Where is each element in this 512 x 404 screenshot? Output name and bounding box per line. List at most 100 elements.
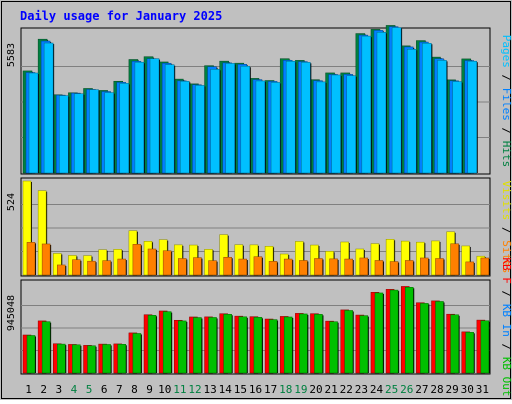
bar-visits-sites-8	[132, 244, 142, 276]
bar-visits-sites-24	[374, 260, 384, 276]
bar-visits-sites-13	[208, 260, 218, 276]
bar-kbytes-kb-out-20	[314, 314, 324, 374]
bar-hits-pages-6	[104, 92, 115, 174]
bar-kbytes-kb-out-6	[102, 344, 112, 374]
day-label-24: 24	[370, 383, 384, 396]
axis-legend-visits: Visits / Sites	[500, 181, 512, 274]
bar-hits-pages-10	[164, 64, 176, 174]
day-label-9: 9	[146, 383, 153, 396]
bar-hits-pages-15	[240, 65, 251, 174]
bar-hits-pages-28	[437, 60, 448, 174]
bar-visits-sites-3	[57, 264, 67, 276]
bar-hits-pages-18	[285, 61, 297, 174]
bar-kbytes-kb-out-21	[329, 321, 339, 374]
bar-hits-pages-11	[180, 81, 191, 174]
bar-visits-sites-17	[268, 261, 279, 276]
day-label-23: 23	[355, 383, 368, 396]
bar-hits-pages-24	[376, 32, 387, 174]
bar-kbytes-kb-out-10	[162, 311, 173, 374]
bar-hits-pages-17	[270, 82, 282, 174]
panel-visits: 524 Visits / Sites	[6, 177, 512, 277]
day-label-27: 27	[415, 383, 428, 396]
bar-visits-sites-20	[314, 258, 324, 276]
panel-hits: 5583 Pages / Files / Hits	[6, 25, 512, 175]
bar-hits-pages-12	[195, 85, 206, 174]
day-label-5: 5	[86, 383, 93, 396]
bar-kbytes-kb-out-5	[87, 345, 97, 374]
bar-hits-pages-22	[346, 75, 357, 174]
bar-visits-sites-31	[480, 257, 490, 276]
bar-hits-pages-26	[406, 49, 418, 174]
legend-part-hits-3: /	[500, 121, 512, 141]
bar-kbytes-kb-out-16	[253, 317, 263, 374]
legend-part-hits-0: Pages	[500, 35, 512, 68]
day-label-19: 19	[294, 383, 307, 396]
bar-visits-sites-25	[389, 261, 400, 276]
bar-kbytes-kb-out-30	[465, 332, 475, 374]
bar-hits-pages-2	[43, 42, 55, 174]
bar-visits-sites-23	[359, 257, 369, 276]
bar-kbytes-kb-out-25	[389, 289, 400, 374]
day-label-2: 2	[40, 383, 47, 396]
day-label-1: 1	[25, 383, 32, 396]
legend-part-kbytes-4: KB Out	[500, 357, 512, 397]
day-label-17: 17	[264, 383, 277, 396]
bar-visits-sites-14	[223, 256, 233, 276]
day-label-3: 3	[56, 383, 63, 396]
bar-visits-sites-16	[253, 256, 263, 276]
day-label-7: 7	[116, 383, 123, 396]
legend-part-visits-0: Visits	[500, 181, 512, 221]
bar-kbytes-kb-out-28	[435, 301, 445, 374]
bar-kbytes-kb-out-3	[57, 343, 67, 374]
max-label-hits: 5583	[6, 43, 17, 67]
bar-kbytes-kb-out-19	[299, 313, 309, 374]
bar-visits-sites-5	[87, 260, 97, 276]
bar-hits-pages-21	[331, 74, 342, 174]
legend-part-visits-2: Sites	[500, 240, 512, 273]
day-label-18: 18	[279, 383, 292, 396]
bar-kbytes-kb-out-29	[450, 314, 460, 374]
day-label-11: 11	[173, 383, 186, 396]
bar-visits-sites-4	[72, 259, 82, 276]
day-label-29: 29	[446, 383, 459, 396]
legend-part-kbytes-0: KB F	[500, 257, 512, 284]
legend-part-visits-1: /	[500, 220, 512, 240]
bar-hits-pages-20	[316, 81, 327, 174]
bar-visits-sites-27	[420, 257, 430, 276]
bar-kbytes-kb-out-4	[72, 344, 82, 374]
legend-part-kbytes-2: KB In	[500, 304, 512, 337]
day-label-26: 26	[400, 383, 413, 396]
axis-legend-hits: Pages / Files / Hits	[500, 35, 512, 168]
bar-visits-sites-7	[117, 258, 127, 276]
day-label-28: 28	[430, 383, 443, 396]
bar-hits-pages-13	[210, 69, 221, 174]
bar-visits-sites-21	[329, 258, 339, 276]
bar-kbytes-kb-out-18	[283, 316, 294, 374]
legend-part-hits-2: Files	[500, 88, 512, 121]
bar-visits-sites-29	[450, 243, 460, 276]
bar-kbytes-kb-out-9	[147, 315, 158, 374]
day-label-10: 10	[158, 383, 171, 396]
day-label-21: 21	[325, 383, 338, 396]
day-label-15: 15	[234, 383, 247, 396]
bar-visits-sites-26	[404, 260, 415, 276]
day-label-13: 13	[203, 383, 216, 396]
bar-hits-pages-1	[28, 72, 39, 174]
bar-visits-sites-10	[162, 250, 173, 276]
bar-hits-pages-14	[225, 63, 236, 174]
bar-visits-sites-12	[193, 257, 203, 276]
bar-kbytes-kb-out-23	[359, 315, 369, 374]
bar-visits-sites-9	[147, 248, 158, 276]
day-label-16: 16	[249, 383, 262, 396]
bar-hits-pages-9	[149, 58, 161, 174]
day-label-14: 14	[219, 383, 233, 396]
bar-visits-sites-6	[102, 260, 112, 276]
legend-part-kbytes-1: /	[500, 284, 512, 304]
bar-kbytes-kb-out-2	[41, 321, 52, 374]
day-label-12: 12	[188, 383, 201, 396]
legend-part-hits-1: /	[500, 68, 512, 88]
bar-kbytes-kb-out-26	[404, 287, 415, 374]
day-label-25: 25	[385, 383, 398, 396]
